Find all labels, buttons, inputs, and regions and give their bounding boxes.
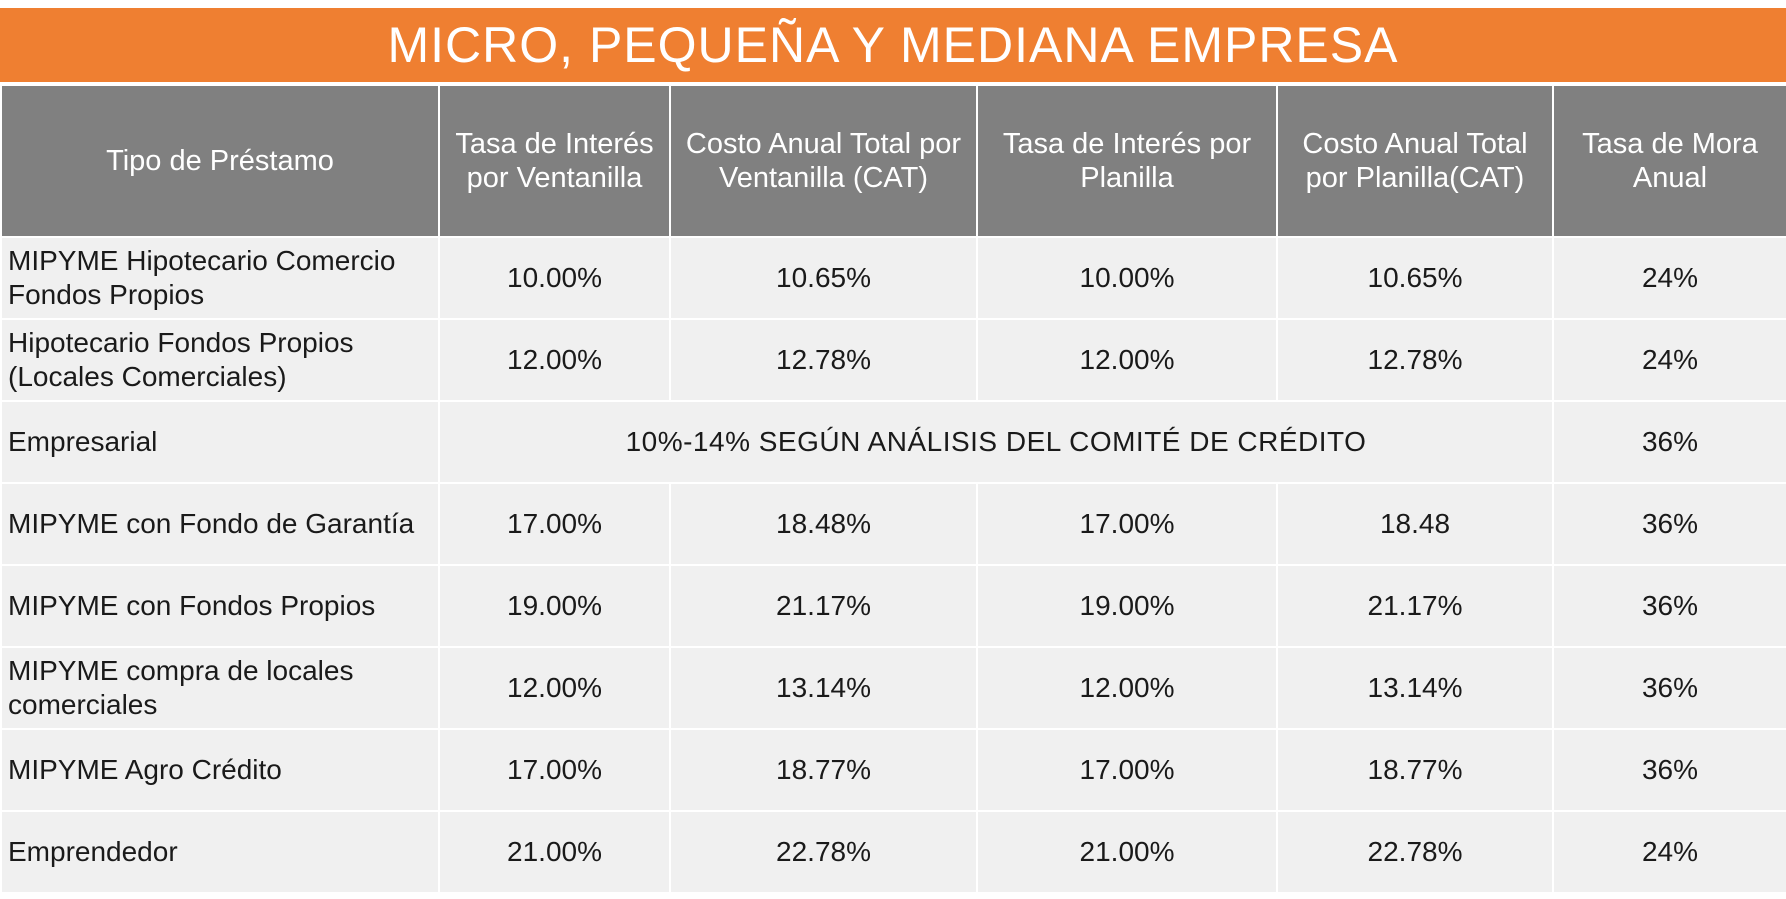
table-row: MIPYME con Fondos Propios 19.00% 21.17% … — [0, 564, 1786, 648]
table-row: Hipotecario Fondos Propios (Locales Come… — [0, 318, 1786, 402]
cell-cat-ventanilla: 13.14% — [669, 646, 978, 730]
cell-tasa-ventanilla: 19.00% — [438, 564, 671, 648]
cell-tasa-planilla: 21.00% — [976, 810, 1278, 894]
cell-cat-planilla: 18.48 — [1276, 482, 1554, 566]
cell-tasa-ventanilla: 21.00% — [438, 810, 671, 894]
cell-tasa-ventanilla: 17.00% — [438, 482, 671, 566]
cell-tasa-planilla: 12.00% — [976, 318, 1278, 402]
header-tipo: Tipo de Préstamo — [0, 84, 440, 238]
cell-tasa-planilla: 10.00% — [976, 236, 1278, 320]
cell-mora: 24% — [1552, 810, 1786, 894]
header-tasa-ventanilla: Tasa de Interés por Ventanilla — [438, 84, 671, 238]
cell-tasa-planilla: 17.00% — [976, 728, 1278, 812]
cell-tasa-planilla: 19.00% — [976, 564, 1278, 648]
cell-cat-ventanilla: 18.77% — [669, 728, 978, 812]
cell-cat-ventanilla: 10.65% — [669, 236, 978, 320]
table-row: MIPYME con Fondo de Garantía 17.00% 18.4… — [0, 482, 1786, 566]
cell-cat-ventanilla: 22.78% — [669, 810, 978, 894]
rates-document: MICRO, PEQUEÑA Y MEDIANA EMPRESA Tipo de… — [0, 8, 1786, 894]
cell-mora: 24% — [1552, 318, 1786, 402]
cell-cat-planilla: 22.78% — [1276, 810, 1554, 894]
cell-cat-planilla: 10.65% — [1276, 236, 1554, 320]
cell-mora: 36% — [1552, 646, 1786, 730]
table-row: Emprendedor 21.00% 22.78% 21.00% 22.78% … — [0, 810, 1786, 894]
cell-tipo: MIPYME Hipotecario Comercio Fondos Propi… — [0, 236, 440, 320]
cell-tasa-ventanilla: 12.00% — [438, 646, 671, 730]
cell-cat-planilla: 13.14% — [1276, 646, 1554, 730]
cell-tasa-planilla: 12.00% — [976, 646, 1278, 730]
table-row: MIPYME Hipotecario Comercio Fondos Propi… — [0, 236, 1786, 320]
table-row: MIPYME compra de locales comerciales 12.… — [0, 646, 1786, 730]
cell-tasa-ventanilla: 12.00% — [438, 318, 671, 402]
cell-tipo: Empresarial — [0, 400, 440, 484]
cell-mora: 36% — [1552, 564, 1786, 648]
cell-tipo: Emprendedor — [0, 810, 440, 894]
cell-committee-note: 10%-14% SEGÚN ANÁLISIS DEL COMITÉ DE CRÉ… — [438, 400, 1554, 484]
header-tasa-planilla: Tasa de Interés por Planilla — [976, 84, 1278, 238]
cell-mora: 36% — [1552, 482, 1786, 566]
cell-cat-planilla: 18.77% — [1276, 728, 1554, 812]
cell-tasa-ventanilla: 10.00% — [438, 236, 671, 320]
cell-tipo: MIPYME compra de locales comerciales — [0, 646, 440, 730]
rates-table: Tipo de Préstamo Tasa de Interés por Ven… — [0, 84, 1786, 894]
cell-mora: 24% — [1552, 236, 1786, 320]
cell-tasa-planilla: 17.00% — [976, 482, 1278, 566]
page-title: MICRO, PEQUEÑA Y MEDIANA EMPRESA — [0, 8, 1786, 84]
cell-cat-planilla: 12.78% — [1276, 318, 1554, 402]
cell-mora: 36% — [1552, 400, 1786, 484]
cell-tasa-ventanilla: 17.00% — [438, 728, 671, 812]
header-mora: Tasa de Mora Anual — [1552, 84, 1786, 238]
header-cat-planilla: Costo Anual Total por Planilla(CAT) — [1276, 84, 1554, 238]
cell-cat-ventanilla: 12.78% — [669, 318, 978, 402]
cell-cat-ventanilla: 18.48% — [669, 482, 978, 566]
cell-cat-planilla: 21.17% — [1276, 564, 1554, 648]
table-row: Empresarial 10%-14% SEGÚN ANÁLISIS DEL C… — [0, 400, 1786, 484]
table-row: MIPYME Agro Crédito 17.00% 18.77% 17.00%… — [0, 728, 1786, 812]
cell-tipo: MIPYME con Fondo de Garantía — [0, 482, 440, 566]
cell-cat-ventanilla: 21.17% — [669, 564, 978, 648]
cell-mora: 36% — [1552, 728, 1786, 812]
cell-tipo: MIPYME con Fondos Propios — [0, 564, 440, 648]
header-cat-ventanilla: Costo Anual Total por Ventanilla (CAT) — [669, 84, 978, 238]
cell-tipo: Hipotecario Fondos Propios (Locales Come… — [0, 318, 440, 402]
header-row: Tipo de Préstamo Tasa de Interés por Ven… — [0, 84, 1786, 238]
cell-tipo: MIPYME Agro Crédito — [0, 728, 440, 812]
